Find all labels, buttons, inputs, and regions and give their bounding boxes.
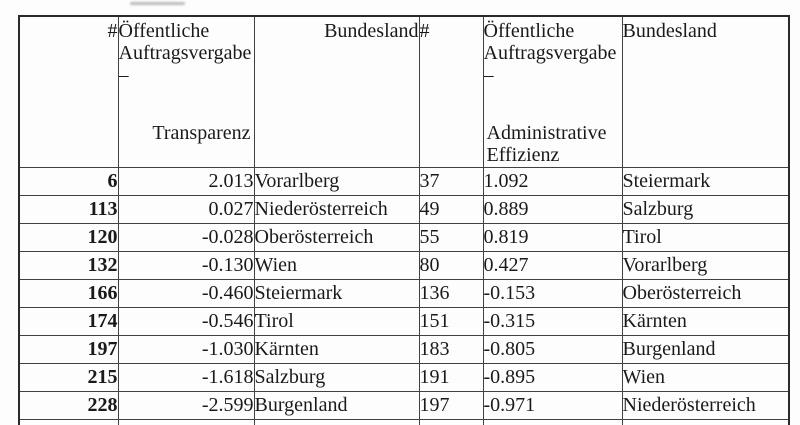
cell-score-effizienz: 0.889 (482, 194, 623, 224)
cell-rank-transparenz: 166 (18, 278, 119, 308)
cell-score-effizienz: -0.895 (482, 362, 623, 392)
cell-bundesland-effizienz: Burgenland (621, 334, 790, 364)
header-metric-transparenz-sub: Transparenz (152, 122, 251, 144)
cell-bundesland-transparenz: Niederösterreich (253, 194, 420, 224)
cell-rank-transparenz: 197 (18, 334, 119, 364)
cell-score-effizienz: -0.153 (482, 278, 623, 308)
table-row: 228 -2.599 Burgenland 197 -0.971 Niederö… (18, 390, 790, 420)
cell-score-transparenz: -1.030 (117, 334, 255, 364)
header-metric-effizienz-title: Öffentliche Auftragsvergabe – (483, 20, 617, 86)
scan-artifact (130, 2, 185, 5)
table-row: 215 -1.618 Salzburg 191 -0.895 Wien (18, 362, 790, 392)
table-row: 174 -0.546 Tirol 151 -0.315 Kärnten (18, 306, 790, 336)
cell-score-effizienz: 0.819 (482, 222, 623, 252)
table-row: 166 -0.460 Steiermark 136 -0.153 Oberöst… (18, 278, 790, 308)
cell-rank-transparenz: 113 (18, 194, 119, 224)
cell-rank-effizienz: 191 (418, 362, 484, 392)
cell-bundesland-transparenz: Kärnten (253, 334, 420, 364)
table-row: 132 -0.130 Wien 80 0.427 Vorarlberg (18, 250, 790, 280)
cell-rank-transparenz: 6 (18, 166, 119, 196)
table-row: 6 2.013 Vorarlberg 37 1.092 Steiermark (18, 166, 790, 196)
partial-next-row (18, 418, 790, 425)
header-metric-transparenz: Öffentliche Auftragsvergabe – Transparen… (117, 15, 255, 168)
cell-bundesland-effizienz: Salzburg (621, 194, 790, 224)
bundesland-ranking-table: # Öffentliche Auftragsvergabe – Transpar… (18, 15, 790, 425)
header-bundesland-left: Bundesland (253, 15, 420, 168)
cell-bundesland-transparenz: Tirol (253, 306, 420, 336)
cell-score-transparenz: -0.130 (117, 250, 255, 280)
cell-rank-effizienz: 80 (418, 250, 484, 280)
cell-score-transparenz: -0.028 (117, 222, 255, 252)
table-row: 197 -1.030 Kärnten 183 -0.805 Burgenland (18, 334, 790, 364)
cell-rank-transparenz: 120 (18, 222, 119, 252)
cell-bundesland-transparenz: Wien (253, 250, 420, 280)
cell-score-effizienz: 0.427 (482, 250, 623, 280)
header-rank-right-label: # (419, 20, 430, 42)
table-body: 6 2.013 Vorarlberg 37 1.092 Steiermark 1… (18, 166, 790, 425)
dash-glyph: – (483, 64, 494, 86)
header-bundesland-right: Bundesland (621, 15, 790, 168)
cell-score-transparenz: -0.546 (117, 306, 255, 336)
cell-rank-effizienz: 55 (418, 222, 484, 252)
cell-bundesland-effizienz: Niederösterreich (621, 390, 790, 420)
cell-rank-transparenz: 174 (18, 306, 119, 336)
cell-bundesland-transparenz: Steiermark (253, 278, 420, 308)
cell-bundesland-effizienz: Steiermark (621, 166, 790, 196)
table-header-row: # Öffentliche Auftragsvergabe – Transpar… (18, 15, 790, 168)
dash-glyph: – (118, 64, 129, 86)
header-rank-left-label: # (107, 20, 118, 42)
cell-score-transparenz: -2.599 (117, 390, 255, 420)
cell-bundesland-transparenz: Burgenland (253, 390, 420, 420)
cell-score-effizienz: -0.971 (482, 390, 623, 420)
header-rank-left: # (18, 15, 119, 168)
header-metric-effizienz-sub: Administrative Effizienz (486, 122, 607, 166)
cell-rank-effizienz: 183 (418, 334, 484, 364)
cell-score-transparenz: -1.618 (117, 362, 255, 392)
cell-rank-effizienz: 151 (418, 306, 484, 336)
cell-rank-effizienz: 37 (418, 166, 484, 196)
header-rank-right: # (418, 15, 484, 168)
cell-rank-transparenz: 228 (18, 390, 119, 420)
cell-score-transparenz: 2.013 (117, 166, 255, 196)
cell-bundesland-transparenz: Oberösterreich (253, 222, 420, 252)
cell-bundesland-effizienz: Wien (621, 362, 790, 392)
cell-bundesland-effizienz: Kärnten (621, 306, 790, 336)
cell-rank-transparenz: 132 (18, 250, 119, 280)
header-metric-effizienz: Öffentliche Auftragsvergabe – Administra… (482, 15, 623, 168)
cell-rank-effizienz: 197 (418, 390, 484, 420)
table-row: 120 -0.028 Oberösterreich 55 0.819 Tirol (18, 222, 790, 252)
cell-score-transparenz: 0.027 (117, 194, 255, 224)
cell-bundesland-effizienz: Vorarlberg (621, 250, 790, 280)
cell-rank-effizienz: 49 (418, 194, 484, 224)
header-metric-transparenz-title: Öffentliche Auftragsvergabe – (118, 20, 252, 86)
cell-bundesland-transparenz: Vorarlberg (253, 166, 420, 196)
cell-score-effizienz: 1.092 (482, 166, 623, 196)
cell-bundesland-effizienz: Oberösterreich (621, 278, 790, 308)
cell-rank-effizienz: 136 (418, 278, 484, 308)
table-row: 113 0.027 Niederösterreich 49 0.889 Salz… (18, 194, 790, 224)
cell-bundesland-effizienz: Tirol (621, 222, 790, 252)
cell-score-effizienz: -0.315 (482, 306, 623, 336)
cell-score-transparenz: -0.460 (117, 278, 255, 308)
cell-rank-transparenz: 215 (18, 362, 119, 392)
cell-score-effizienz: -0.805 (482, 334, 623, 364)
cell-bundesland-transparenz: Salzburg (253, 362, 420, 392)
